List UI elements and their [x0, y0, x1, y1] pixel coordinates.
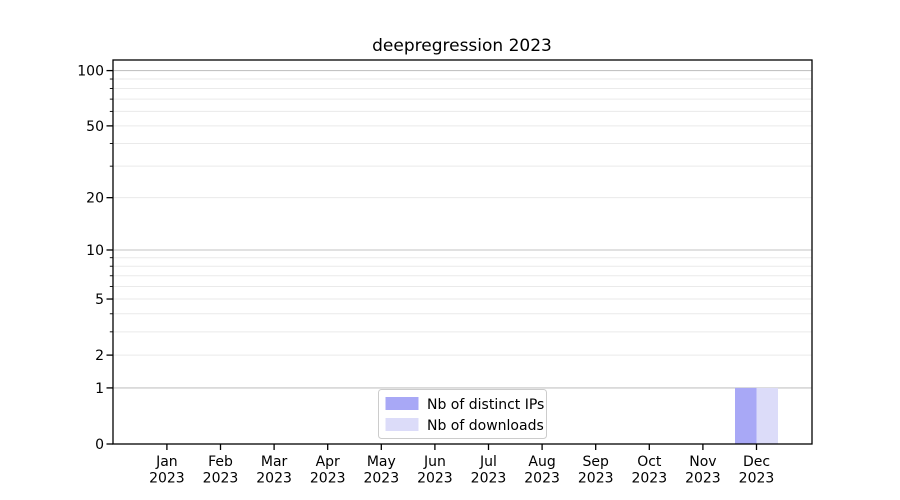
y-tick-label-5: 5	[95, 292, 104, 308]
bar-nb-of-distinct-ips-dec-2023	[735, 387, 757, 444]
x-tick-label-month-jan-2023: Jan	[155, 454, 178, 470]
x-tick-label-year-may-2023: 2023	[363, 471, 399, 487]
y-tick-label-100: 100	[77, 64, 104, 80]
y-tick-label-20: 20	[86, 191, 104, 207]
x-tick-label-month-apr-2023: Apr	[316, 454, 340, 470]
y-tick-label-50: 50	[86, 119, 104, 135]
legend-label-nb-of-distinct-ips: Nb of distinct IPs	[427, 397, 544, 413]
legend-label-nb-of-downloads: Nb of downloads	[427, 418, 544, 434]
x-tick-label-year-mar-2023: 2023	[256, 471, 292, 487]
x-tick-label-month-mar-2023: Mar	[261, 454, 288, 470]
legend-swatch-nb-of-distinct-ips	[385, 397, 419, 410]
x-tick-label-month-jul-2023: Jul	[479, 454, 497, 470]
x-tick-label-year-jan-2023: 2023	[149, 471, 185, 487]
x-tick-label-month-feb-2023: Feb	[208, 454, 233, 470]
x-tick-label-year-oct-2023: 2023	[631, 471, 667, 487]
x-tick-label-year-apr-2023: 2023	[310, 471, 346, 487]
chart-title: deepregression 2023	[372, 36, 552, 56]
x-tick-label-year-jun-2023: 2023	[417, 471, 453, 487]
x-tick-label-month-oct-2023: Oct	[637, 454, 662, 470]
legend	[378, 389, 547, 439]
y-tick-label-10: 10	[86, 243, 104, 259]
x-tick-label-month-nov-2023: Nov	[689, 454, 716, 470]
x-tick-label-month-may-2023: May	[367, 454, 396, 470]
x-tick-label-year-jul-2023: 2023	[471, 471, 507, 487]
x-tick-label-year-aug-2023: 2023	[524, 471, 560, 487]
bar-nb-of-downloads-dec-2023	[756, 387, 778, 444]
legend-swatch-nb-of-downloads	[385, 418, 419, 431]
x-tick-label-year-dec-2023: 2023	[739, 471, 775, 487]
x-tick-label-year-nov-2023: 2023	[685, 471, 721, 487]
x-tick-label-month-aug-2023: Aug	[528, 454, 555, 470]
x-tick-label-month-dec-2023: Dec	[743, 454, 770, 470]
y-tick-label-1: 1	[95, 381, 104, 397]
y-tick-label-0: 0	[95, 437, 104, 453]
x-tick-label-year-feb-2023: 2023	[203, 471, 239, 487]
x-tick-label-month-sep-2023: Sep	[583, 454, 610, 470]
plot-border	[112, 59, 813, 445]
x-tick-label-month-jun-2023: Jun	[423, 454, 446, 470]
x-tick-label-year-sep-2023: 2023	[578, 471, 614, 487]
y-tick-label-2: 2	[95, 348, 104, 364]
